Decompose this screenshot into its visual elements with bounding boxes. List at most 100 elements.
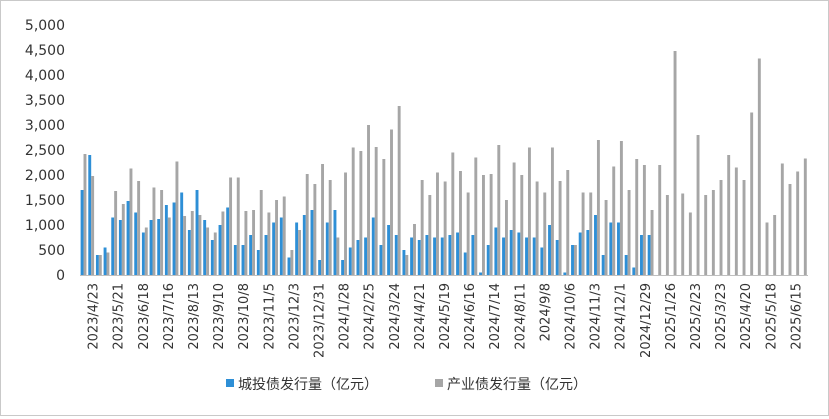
bar-chanye bbox=[466, 192, 470, 275]
y-tick-label: 1,500 bbox=[25, 193, 65, 209]
bar-chengtou bbox=[433, 237, 437, 275]
bar-chanye bbox=[596, 140, 600, 275]
legend-label-chengtou: 城投债发行量（亿元） bbox=[238, 377, 378, 393]
bar-chengtou bbox=[141, 232, 145, 275]
bar-chanye bbox=[535, 181, 539, 275]
bar-chengtou bbox=[394, 235, 398, 275]
bar-chengtou bbox=[157, 219, 161, 275]
bar-chengtou bbox=[563, 272, 567, 275]
bar-chanye bbox=[190, 211, 194, 275]
bar-chengtou bbox=[594, 215, 597, 275]
bar-chengtou bbox=[348, 247, 352, 275]
bar-chanye bbox=[282, 196, 286, 275]
bar-chengtou bbox=[471, 235, 475, 275]
bar-chengtou bbox=[295, 222, 299, 275]
x-tick-label: 2025/6/15 bbox=[789, 283, 804, 350]
bar-chanye bbox=[305, 174, 309, 275]
bar-chanye bbox=[589, 192, 593, 275]
bar-chengtou bbox=[241, 245, 245, 275]
x-tick-label: 2023/12/31 bbox=[312, 283, 327, 358]
x-tick-label: 2024/7/14 bbox=[488, 283, 503, 350]
x-tick-label: 2024/6/16 bbox=[463, 283, 478, 350]
y-tick-label: 2,000 bbox=[25, 168, 65, 184]
bar-chanye bbox=[765, 222, 769, 275]
bar-chanye bbox=[619, 141, 623, 275]
bar-chengtou bbox=[440, 237, 444, 275]
bar-chanye bbox=[642, 165, 646, 275]
x-tick-label: 2025/4/20 bbox=[739, 283, 754, 350]
bar-chengtou bbox=[149, 220, 153, 275]
bar-chanye bbox=[290, 250, 294, 275]
x-tick-label: 2023/10/8 bbox=[237, 283, 252, 350]
bar-chanye bbox=[198, 215, 202, 275]
bar-chanye bbox=[696, 135, 700, 275]
bar-chanye bbox=[459, 171, 462, 275]
bar-chengtou bbox=[364, 237, 368, 275]
bar-chanye bbox=[474, 157, 478, 275]
legend: 城投债发行量（亿元） 产业债发行量（亿元） bbox=[226, 377, 587, 393]
bar-chengtou bbox=[318, 260, 322, 275]
bar-chanye bbox=[229, 177, 233, 275]
bar-chengtou bbox=[118, 220, 122, 275]
bar-chengtou bbox=[256, 250, 260, 275]
bar-chanye bbox=[604, 200, 608, 275]
y-axis: 0 500 1,000 1,500 2,000 2,500 3,000 3,500 4,000 4… bbox=[25, 18, 65, 284]
bar-chanye bbox=[436, 172, 439, 275]
bar-chengtou bbox=[249, 235, 253, 275]
bar-chanye bbox=[91, 176, 95, 275]
bar-chanye bbox=[489, 174, 493, 275]
bar-chanye bbox=[573, 245, 577, 275]
bar-chanye bbox=[581, 192, 585, 275]
bar-chengtou bbox=[463, 252, 467, 275]
bar-chanye bbox=[98, 255, 102, 275]
x-tick-label: 2023/12/3 bbox=[287, 283, 302, 350]
bar-chengtou bbox=[532, 237, 536, 275]
bar-chengtou bbox=[617, 222, 620, 275]
bar-chanye bbox=[704, 195, 708, 275]
bar-chanye bbox=[558, 181, 562, 275]
y-tick-label: 3,000 bbox=[25, 118, 65, 134]
bar-chanye bbox=[221, 211, 225, 275]
x-tick-label: 2023/8/13 bbox=[187, 283, 202, 350]
bar-chanye bbox=[803, 158, 807, 275]
bar-chanye bbox=[673, 51, 677, 275]
bar-chanye bbox=[382, 159, 386, 275]
bar-chanye bbox=[750, 112, 754, 275]
bar-chanye bbox=[413, 224, 416, 275]
bar-chengtou bbox=[126, 201, 130, 275]
bar-chengtou bbox=[95, 255, 99, 275]
bar-chengtou bbox=[632, 267, 636, 275]
x-tick-label: 2025/1/26 bbox=[664, 283, 679, 350]
bar-chanye bbox=[275, 200, 279, 275]
bar-chengtou bbox=[272, 222, 276, 275]
bar-chanye bbox=[520, 175, 524, 275]
bar-chengtou bbox=[264, 235, 268, 275]
bar-chanye bbox=[566, 170, 570, 275]
y-tick-label: 1,000 bbox=[25, 218, 65, 234]
bar-chanye bbox=[711, 190, 715, 275]
bar-chanye bbox=[137, 181, 141, 275]
bar-chengtou bbox=[103, 247, 107, 275]
bar-chanye bbox=[121, 204, 125, 275]
bar-chanye bbox=[175, 161, 179, 275]
bar-chengtou bbox=[287, 257, 291, 275]
x-tick-label: 2024/11/3 bbox=[589, 283, 604, 350]
bar-chanye bbox=[390, 129, 393, 275]
bar-chengtou bbox=[356, 240, 360, 275]
bar-chanye bbox=[183, 216, 187, 275]
y-tick-label: 2,500 bbox=[25, 143, 65, 159]
bar-chanye bbox=[788, 184, 792, 275]
x-tick-label: 2025/5/18 bbox=[764, 283, 779, 350]
bar-chanye bbox=[244, 211, 248, 275]
bar-chengtou bbox=[387, 225, 391, 275]
y-tick-label: 0 bbox=[56, 268, 65, 284]
bar-chanye bbox=[635, 159, 639, 275]
bar-chengtou bbox=[486, 245, 490, 275]
bar-chengtou bbox=[203, 220, 207, 275]
bar-chanye bbox=[397, 106, 401, 275]
bar-chanye bbox=[482, 175, 485, 275]
bar-chengtou bbox=[517, 232, 521, 275]
bar-chengtou bbox=[509, 230, 513, 275]
bar-chengtou bbox=[302, 215, 306, 275]
